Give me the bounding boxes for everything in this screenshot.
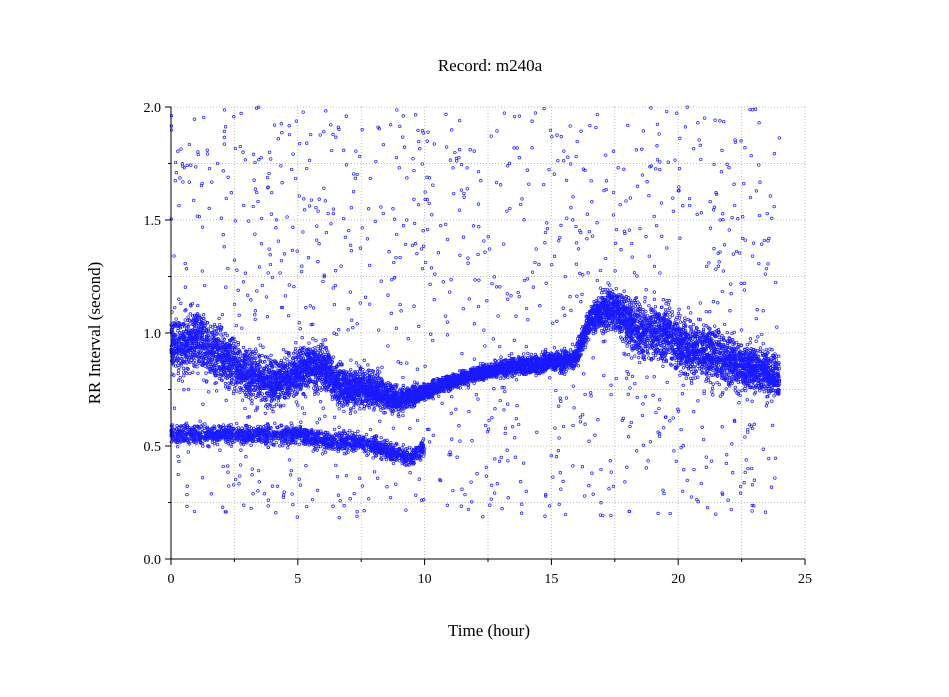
data-point <box>287 354 291 358</box>
data-point <box>653 304 658 309</box>
chart-title: Record: m240a <box>438 56 543 75</box>
data-point <box>720 334 724 338</box>
data-point <box>526 351 530 356</box>
data-point <box>653 353 658 358</box>
data-point <box>677 307 681 311</box>
data-point <box>679 369 683 374</box>
data-point <box>236 340 241 345</box>
data-point <box>196 303 200 308</box>
data-point <box>247 347 252 352</box>
grid <box>170 106 806 560</box>
data-point <box>585 312 589 316</box>
data-point <box>179 301 183 306</box>
data-point <box>740 388 744 393</box>
data-point <box>691 322 696 327</box>
data-point <box>689 311 693 315</box>
data-point <box>730 378 734 382</box>
data-point <box>596 296 601 300</box>
data-point <box>218 322 222 327</box>
data-point <box>733 385 737 390</box>
data-points <box>169 105 782 520</box>
data-point <box>691 376 695 380</box>
data-point <box>321 342 325 346</box>
data-point <box>348 411 353 416</box>
data-point <box>250 402 254 406</box>
data-point <box>188 371 192 376</box>
data-point <box>622 289 626 293</box>
data-point <box>777 364 781 368</box>
data-point <box>652 297 657 302</box>
data-point <box>695 326 699 330</box>
data-point <box>349 407 353 411</box>
data-point <box>212 329 216 333</box>
data-point <box>669 356 673 361</box>
data-point <box>647 303 651 308</box>
data-point <box>570 342 575 346</box>
data-point <box>758 346 763 350</box>
data-point <box>412 380 417 384</box>
data-point <box>574 344 578 349</box>
data-point <box>601 332 605 336</box>
data-point <box>184 371 189 376</box>
data-point <box>522 352 526 356</box>
data-point <box>748 385 753 390</box>
data-point <box>707 371 711 376</box>
data-point <box>717 335 721 339</box>
data-point <box>583 345 588 350</box>
data-point <box>761 341 765 346</box>
data-point <box>313 377 317 382</box>
data-point <box>517 372 522 377</box>
data-point <box>294 400 298 404</box>
data-point <box>369 402 373 406</box>
data-point <box>713 324 717 328</box>
data-point <box>625 335 629 339</box>
data-point <box>349 367 353 372</box>
data-point <box>761 349 765 353</box>
data-point <box>478 361 483 366</box>
data-point <box>670 356 674 360</box>
data-point <box>568 348 573 352</box>
data-point <box>236 343 240 347</box>
data-point <box>774 358 779 362</box>
data-point <box>734 340 739 345</box>
data-point <box>748 341 752 345</box>
data-point <box>762 390 766 394</box>
data-point <box>717 382 722 387</box>
data-point <box>269 353 273 358</box>
data-point <box>710 386 715 390</box>
data-point <box>711 393 715 397</box>
data-point <box>614 286 618 291</box>
data-point <box>770 399 774 403</box>
data-point <box>176 368 181 373</box>
data-point <box>684 376 688 380</box>
data-point <box>646 314 650 318</box>
data-point <box>241 345 246 350</box>
data-point <box>624 337 629 341</box>
data-point <box>644 309 648 314</box>
data-point <box>223 381 228 386</box>
data-point <box>282 403 286 408</box>
data-point <box>744 388 748 393</box>
data-point <box>225 333 229 338</box>
data-point <box>683 316 687 320</box>
data-point <box>668 306 672 310</box>
data-point <box>337 407 341 411</box>
data-point <box>708 380 713 385</box>
data-point <box>342 409 346 414</box>
data-point <box>304 395 308 399</box>
data-point <box>186 315 190 319</box>
data-point <box>701 327 706 331</box>
data-point <box>715 380 719 385</box>
data-point <box>180 379 185 383</box>
data-point <box>174 317 178 321</box>
data-point <box>191 370 195 374</box>
data-point <box>710 390 714 394</box>
data-point <box>196 371 200 375</box>
data-point <box>182 374 186 378</box>
data-point <box>625 304 630 308</box>
data-point <box>379 408 383 412</box>
